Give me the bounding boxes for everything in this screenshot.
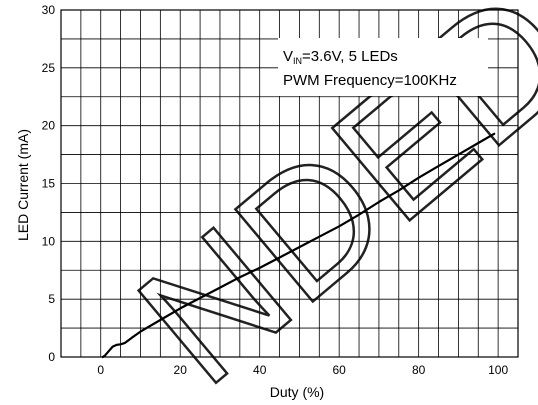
y-tick-labels: 0 5 10 15 20 25 30 <box>42 3 56 364</box>
x-tick-labels: 0 20 40 60 80 100 <box>97 363 508 377</box>
x-tick-label: 100 <box>488 363 508 377</box>
y-tick-label: 5 <box>48 292 55 306</box>
y-tick-label: 0 <box>48 350 55 364</box>
plot-border <box>60 9 519 358</box>
annotation-line-2: PWM Frequency=100KHz <box>283 72 457 89</box>
y-tick-label: 20 <box>42 119 56 133</box>
series-layer <box>101 132 496 359</box>
series-line <box>101 132 496 359</box>
y-tick-label: 25 <box>42 61 56 75</box>
y-axis-title: LED Current (mA) <box>15 129 31 241</box>
y-tick-label: 10 <box>42 234 56 248</box>
x-tick-label: 20 <box>174 363 188 377</box>
x-tick-label: 60 <box>332 363 346 377</box>
y-tick-label: 30 <box>42 3 56 17</box>
x-axis-title: Duty (%) <box>270 384 324 400</box>
annotation-background <box>278 38 488 96</box>
annotation-box: VIN=3.6V, 5 LEDs PWM Frequency=100KHz <box>278 38 488 96</box>
x-tick-label: 40 <box>253 363 267 377</box>
annotation-line-1: VIN=3.6V, 5 LEDs <box>283 48 398 66</box>
x-tick-label: 80 <box>412 363 426 377</box>
plot-frame <box>60 9 519 358</box>
x-tick-label: 0 <box>97 363 104 377</box>
y-tick-label: 15 <box>42 177 56 191</box>
